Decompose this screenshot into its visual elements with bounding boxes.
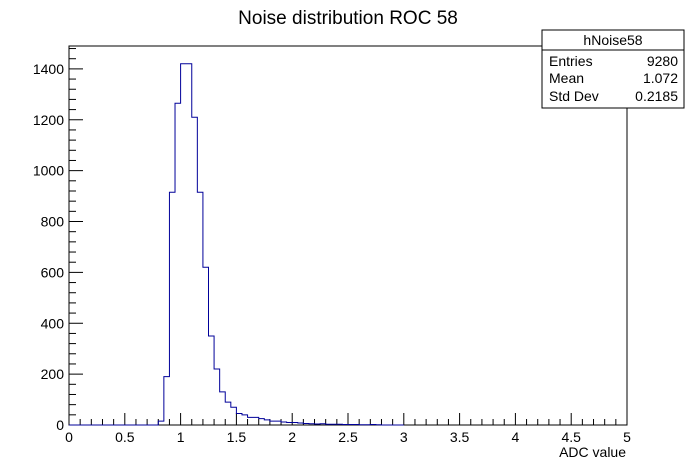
x-tick-label: 2 bbox=[288, 429, 296, 445]
stats-entries-label: Entries bbox=[549, 53, 593, 69]
histogram-bin bbox=[231, 407, 237, 425]
stats-mean-label: Mean bbox=[549, 70, 584, 86]
stats-entries-value: 9280 bbox=[647, 53, 678, 69]
x-tick-label: 3.5 bbox=[450, 429, 470, 445]
y-tick-label: 600 bbox=[41, 264, 65, 280]
x-tick-label: 1 bbox=[177, 429, 185, 445]
histogram-bin bbox=[203, 267, 209, 425]
stats-mean-value: 1.072 bbox=[643, 70, 678, 86]
histogram-bin bbox=[158, 421, 164, 425]
x-tick-label: 3 bbox=[400, 429, 408, 445]
y-tick-label: 1200 bbox=[33, 112, 64, 128]
histogram-bin bbox=[197, 192, 203, 425]
stats-box-frame bbox=[541, 29, 685, 109]
x-axis: 0 0.5 1 1.5 2 2.5 3 3.5 4 4.5 5 bbox=[65, 413, 631, 445]
histogram-bin bbox=[186, 64, 192, 425]
histogram-bin bbox=[220, 392, 226, 425]
histogram-bin bbox=[248, 417, 254, 425]
histogram-bin bbox=[225, 402, 231, 425]
y-tick-label: 1400 bbox=[33, 61, 64, 77]
stats-box: hNoise58 Entries 9280 Mean 1.072 Std Dev… bbox=[541, 29, 685, 109]
histogram-bin bbox=[259, 419, 265, 425]
x-tick-label: 2.5 bbox=[338, 429, 358, 445]
x-tick-label: 0 bbox=[65, 429, 73, 445]
chart-title: Noise distribution ROC 58 bbox=[238, 8, 458, 29]
histogram-bin bbox=[264, 420, 270, 425]
histogram-bin bbox=[270, 421, 276, 425]
y-tick-label: 200 bbox=[41, 366, 65, 382]
histogram-bin bbox=[192, 117, 198, 425]
histogram-bin bbox=[164, 377, 170, 425]
x-tick-label: 4 bbox=[512, 429, 520, 445]
histogram-bins bbox=[158, 64, 381, 425]
stats-stddev-value: 0.2185 bbox=[635, 88, 678, 104]
stats-stddev-label: Std Dev bbox=[549, 88, 599, 104]
y-tick-label: 800 bbox=[41, 214, 65, 230]
x-tick-label: 4.5 bbox=[561, 429, 581, 445]
x-axis-title: ADC value bbox=[559, 444, 626, 460]
histogram-bin bbox=[236, 414, 242, 425]
x-tick-label: 1.5 bbox=[227, 429, 247, 445]
histogram-bin bbox=[175, 103, 181, 425]
histogram-bin bbox=[214, 369, 220, 425]
y-tick-label: 0 bbox=[56, 417, 64, 433]
y-tick-label: 400 bbox=[41, 315, 65, 331]
histogram-bin bbox=[242, 415, 248, 425]
x-tick-label: 0.5 bbox=[115, 429, 135, 445]
y-axis: 0 200 400 600 800 1000 1200 1400 bbox=[33, 48, 83, 433]
histogram-outline bbox=[69, 63, 404, 426]
histogram-bin bbox=[253, 417, 259, 425]
x-tick-label: 5 bbox=[623, 429, 631, 445]
histogram-bin bbox=[169, 192, 175, 425]
stats-box-title: hNoise58 bbox=[583, 32, 642, 48]
y-tick-label: 1000 bbox=[33, 163, 64, 179]
histogram-bin bbox=[275, 421, 281, 425]
histogram-bin bbox=[181, 64, 187, 425]
histogram-bin bbox=[209, 336, 215, 425]
